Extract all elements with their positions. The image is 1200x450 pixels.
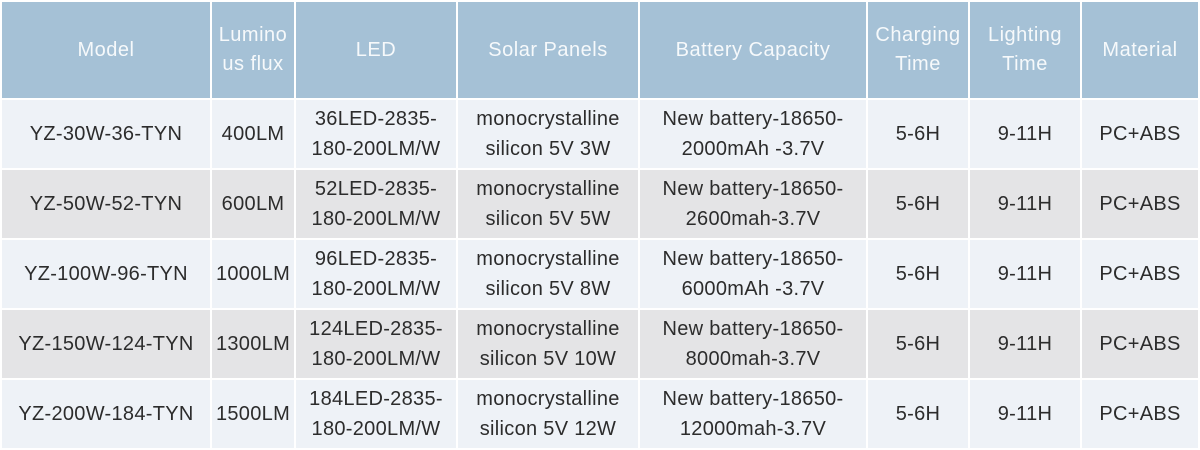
cell-model: YZ-200W-184-TYN	[2, 380, 210, 448]
col-header-led: LED	[296, 2, 456, 98]
cell-model: YZ-100W-96-TYN	[2, 240, 210, 308]
col-header-model: Model	[2, 2, 210, 98]
col-header-material: Material	[1082, 2, 1198, 98]
cell-charging-time: 5-6H	[868, 170, 968, 238]
cell-charging-time: 5-6H	[868, 380, 968, 448]
cell-solar-panels: monocrystalline silicon 5V 10W	[458, 310, 638, 378]
cell-led: 124LED-2835- 180-200LM/W	[296, 310, 456, 378]
col-header-battery-capacity: Battery Capacity	[640, 2, 866, 98]
col-header-lighting-time: Lighting Time	[970, 2, 1080, 98]
cell-lighting-time: 9-11H	[970, 240, 1080, 308]
cell-luminous-flux: 1500LM	[212, 380, 294, 448]
cell-material: PC+ABS	[1082, 380, 1198, 448]
col-header-charging-time: Charging Time	[868, 2, 968, 98]
table-row: YZ-50W-52-TYN 600LM 52LED-2835- 180-200L…	[2, 170, 1198, 238]
cell-battery-capacity: New battery-18650- 12000mah-3.7V	[640, 380, 866, 448]
cell-luminous-flux: 600LM	[212, 170, 294, 238]
cell-material: PC+ABS	[1082, 310, 1198, 378]
cell-model: YZ-150W-124-TYN	[2, 310, 210, 378]
cell-battery-capacity: New battery-18650- 6000mAh -3.7V	[640, 240, 866, 308]
cell-material: PC+ABS	[1082, 100, 1198, 168]
cell-charging-time: 5-6H	[868, 310, 968, 378]
table-row: YZ-200W-184-TYN 1500LM 184LED-2835- 180-…	[2, 380, 1198, 448]
table-row: YZ-30W-36-TYN 400LM 36LED-2835- 180-200L…	[2, 100, 1198, 168]
cell-model: YZ-30W-36-TYN	[2, 100, 210, 168]
cell-solar-panels: monocrystalline silicon 5V 5W	[458, 170, 638, 238]
cell-led: 184LED-2835- 180-200LM/W	[296, 380, 456, 448]
cell-lighting-time: 9-11H	[970, 170, 1080, 238]
cell-solar-panels: monocrystalline silicon 5V 8W	[458, 240, 638, 308]
cell-battery-capacity: New battery-18650- 2600mah-3.7V	[640, 170, 866, 238]
col-header-luminous-flux: Lumino us flux	[212, 2, 294, 98]
cell-led: 52LED-2835- 180-200LM/W	[296, 170, 456, 238]
cell-lighting-time: 9-11H	[970, 310, 1080, 378]
table-row: YZ-100W-96-TYN 1000LM 96LED-2835- 180-20…	[2, 240, 1198, 308]
col-header-solar-panels: Solar Panels	[458, 2, 638, 98]
cell-battery-capacity: New battery-18650- 8000mah-3.7V	[640, 310, 866, 378]
cell-charging-time: 5-6H	[868, 240, 968, 308]
cell-solar-panels: monocrystalline silicon 5V 12W	[458, 380, 638, 448]
cell-lighting-time: 9-11H	[970, 380, 1080, 448]
cell-solar-panels: monocrystalline silicon 5V 3W	[458, 100, 638, 168]
cell-lighting-time: 9-11H	[970, 100, 1080, 168]
cell-luminous-flux: 1300LM	[212, 310, 294, 378]
cell-charging-time: 5-6H	[868, 100, 968, 168]
header-row: Model Lumino us flux LED Solar Panels Ba…	[2, 2, 1198, 98]
cell-battery-capacity: New battery-18650- 2000mAh -3.7V	[640, 100, 866, 168]
cell-material: PC+ABS	[1082, 170, 1198, 238]
cell-led: 96LED-2835- 180-200LM/W	[296, 240, 456, 308]
cell-led: 36LED-2835- 180-200LM/W	[296, 100, 456, 168]
cell-luminous-flux: 400LM	[212, 100, 294, 168]
table-row: YZ-150W-124-TYN 1300LM 124LED-2835- 180-…	[2, 310, 1198, 378]
cell-model: YZ-50W-52-TYN	[2, 170, 210, 238]
cell-material: PC+ABS	[1082, 240, 1198, 308]
cell-luminous-flux: 1000LM	[212, 240, 294, 308]
